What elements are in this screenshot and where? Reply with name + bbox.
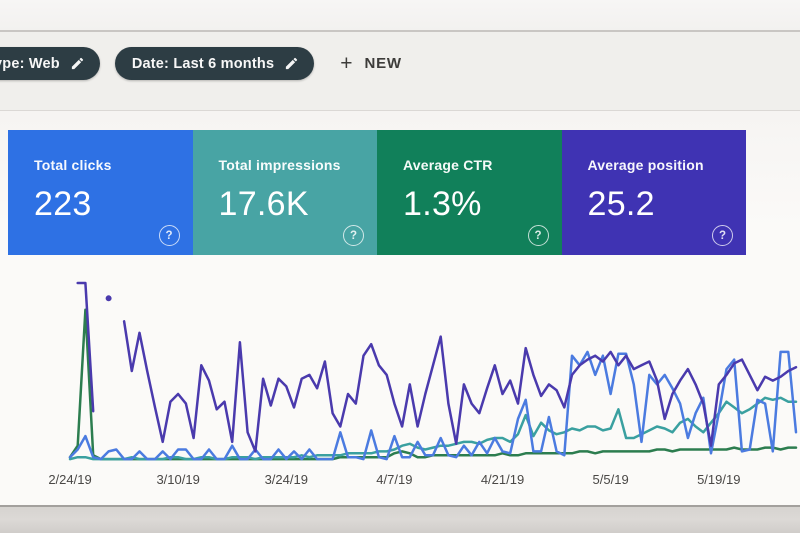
filter-chips-row: type: Web Date: Last 6 months xyxy=(0,47,315,80)
impressions-line xyxy=(68,396,798,461)
metric-card-title: Average position xyxy=(587,157,704,173)
help-icon[interactable]: ? xyxy=(712,225,733,246)
performance-panel: Total clicks 223 ? Total impressions 17.… xyxy=(0,111,800,505)
plus-icon: + xyxy=(340,52,353,75)
x-axis-tick-label: 5/5/19 xyxy=(592,472,629,487)
x-axis-tick-label: 4/7/19 xyxy=(376,472,413,487)
performance-chart-canvas xyxy=(68,281,798,461)
x-axis-tick-label: 2/24/19 xyxy=(48,472,92,487)
x-axis-tick-label: 3/10/19 xyxy=(156,472,200,487)
date-range-filter-chip[interactable]: Date: Last 6 months xyxy=(114,47,315,80)
pencil-edit-icon xyxy=(70,56,85,71)
position-line xyxy=(122,320,798,453)
metric-card-value: 25.2 xyxy=(587,185,655,223)
search-type-filter-chip[interactable]: type: Web xyxy=(0,47,100,80)
metric-card-title: Total clicks xyxy=(34,157,112,173)
date-range-filter-label: Date: Last 6 months xyxy=(131,55,275,72)
pencil-edit-icon xyxy=(284,56,299,71)
search-type-filter-label: type: Web xyxy=(0,55,60,72)
metric-card-title: Average CTR xyxy=(403,157,493,173)
x-axis-tick-label: 4/21/19 xyxy=(480,472,525,487)
performance-chart: 2/24/19 3/10/19 3/24/19 4/7/19 4/21/19 5/5/19… xyxy=(0,258,800,505)
metric-cards: Total clicks 223 ? Total impressions 17.… xyxy=(8,130,746,255)
x-axis-labels: 2/24/19 3/10/19 3/24/19 4/7/19 4/21/19 5/5/19… xyxy=(0,472,800,492)
metric-card-value: 223 xyxy=(34,185,92,223)
position-line xyxy=(76,281,95,413)
help-icon[interactable]: ? xyxy=(158,225,180,246)
metric-card-title: Total impressions xyxy=(218,157,341,173)
x-axis-tick-label: 5/19/19 xyxy=(697,472,741,487)
metric-card-average-position[interactable]: Average position 25.2 ? xyxy=(561,130,746,255)
new-filter-button-label: NEW xyxy=(364,55,402,72)
metric-card-value: 1.3% xyxy=(403,185,482,223)
clicks-line xyxy=(68,350,798,461)
metric-card-total-clicks[interactable]: Total clicks 223 ? xyxy=(8,130,193,255)
metric-card-value: 17.6K xyxy=(218,185,309,223)
help-icon[interactable]: ? xyxy=(527,225,549,246)
filter-bar: type: Web Date: Last 6 months + NEW xyxy=(0,32,800,111)
position-line-point xyxy=(105,295,112,302)
x-axis-tick-label: 3/24/19 xyxy=(264,472,308,487)
metric-card-total-impressions[interactable]: Total impressions 17.6K ? xyxy=(192,130,377,255)
new-filter-button[interactable]: + NEW xyxy=(334,47,408,80)
browser-chrome-edge xyxy=(0,0,800,32)
metric-card-average-ctr[interactable]: Average CTR 1.3% ? xyxy=(377,130,562,255)
page-bottom-edge xyxy=(0,505,800,533)
help-icon[interactable]: ? xyxy=(343,225,364,246)
